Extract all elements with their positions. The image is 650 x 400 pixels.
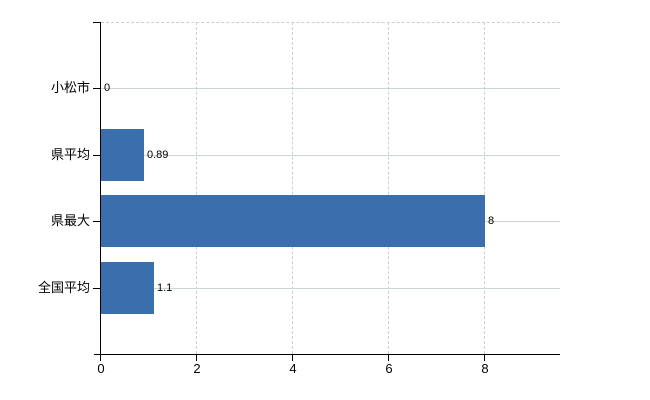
y-axis-line xyxy=(100,22,101,354)
bar-value-label: 0 xyxy=(104,82,111,94)
x-tick-label: 0 xyxy=(97,361,105,376)
category-label: 県最大 xyxy=(50,213,90,228)
x-tick xyxy=(388,354,389,361)
x-tick-label: 2 xyxy=(193,361,201,376)
bar[interactable] xyxy=(101,129,144,181)
x-axis-line xyxy=(94,354,560,355)
x-tick-label: 4 xyxy=(289,361,297,376)
x-tick-label: 8 xyxy=(481,361,489,376)
gridline-h xyxy=(101,288,560,289)
x-tick xyxy=(292,354,293,361)
x-tick xyxy=(484,354,485,361)
gridline-v xyxy=(484,22,485,354)
category-tick xyxy=(93,155,100,156)
category-tick xyxy=(93,88,100,89)
plot-area: 0 0.89 8 1.1 xyxy=(101,22,560,354)
category-label: 全国平均 xyxy=(37,280,90,295)
plot-top-border xyxy=(101,22,560,23)
category-label: 小松市 xyxy=(50,80,90,95)
category-tick xyxy=(93,221,100,222)
bar[interactable] xyxy=(101,262,154,314)
gridline-h xyxy=(101,88,560,89)
category-label: 県平均 xyxy=(50,147,90,162)
bar-value-label: 1.1 xyxy=(157,282,173,294)
gridline-h xyxy=(101,155,560,156)
bar-value-label: 0.89 xyxy=(147,149,169,161)
y-axis-end-tick xyxy=(93,22,100,23)
x-tick xyxy=(100,354,101,361)
bar[interactable] xyxy=(101,195,485,247)
gridline-v xyxy=(292,22,293,354)
bar-value-label: 8 xyxy=(488,215,495,227)
gridline-v xyxy=(388,22,389,354)
category-tick xyxy=(93,288,100,289)
x-tick-label: 6 xyxy=(385,361,393,376)
x-tick xyxy=(196,354,197,361)
gridline-v xyxy=(196,22,197,354)
